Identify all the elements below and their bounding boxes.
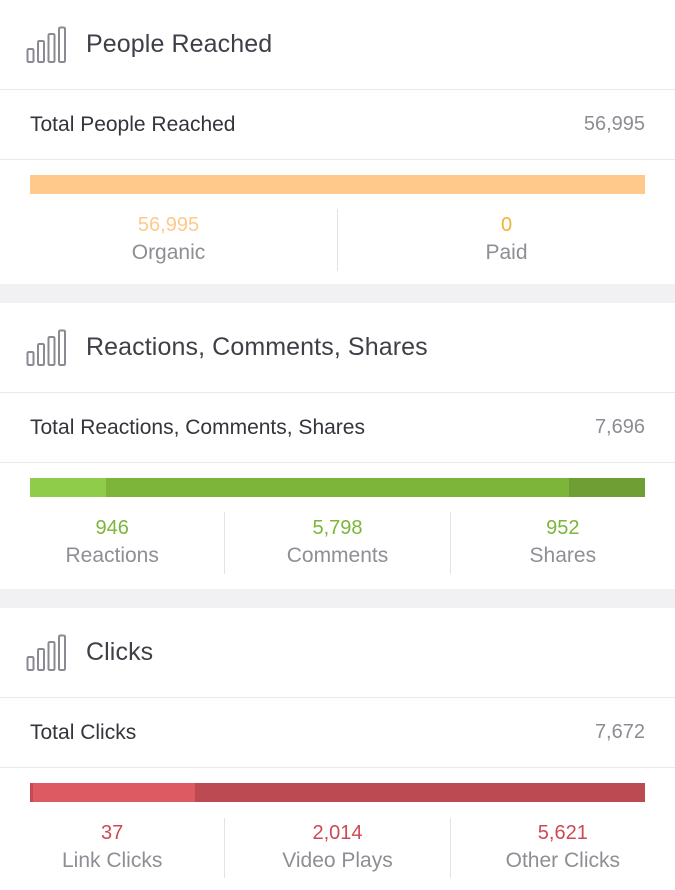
bar-segment-comments: [105, 478, 569, 497]
stat-value: 0: [500, 214, 513, 236]
stat-reactions: 946 Reactions: [0, 512, 226, 574]
section-header: Reactions, Comments, Shares: [0, 303, 675, 393]
stat-value: 952: [546, 517, 580, 539]
total-row[interactable]: Total Reactions, Comments, Shares 7,696: [0, 393, 675, 463]
section-header: People Reached: [0, 0, 675, 90]
stat-label: Other Clicks: [505, 849, 620, 872]
stat-comments: 5,798 Comments: [225, 512, 451, 574]
bar-chart-icon: [26, 329, 66, 366]
total-value: 7,672: [594, 721, 645, 743]
bar-segment-reactions: [30, 478, 106, 497]
stat-link-clicks: 37 Link Clicks: [0, 818, 226, 878]
bar-segment-link-clicks: [30, 783, 34, 802]
stat-value: 2,014: [312, 822, 363, 844]
total-label: Total People Reached: [30, 112, 236, 136]
bar-segment-other-clicks: [194, 783, 645, 802]
breakdown-bar: [30, 175, 645, 194]
stat-label: Video Plays: [282, 849, 393, 872]
section-title: People Reached: [86, 30, 273, 58]
total-value: 56,995: [583, 113, 645, 135]
stat-value: 5,621: [537, 822, 588, 844]
stat-organic: 56,995 Organic: [0, 209, 338, 271]
stat-label: Organic: [131, 241, 206, 264]
total-label: Total Reactions, Comments, Shares: [30, 415, 365, 439]
breakdown-bar: [30, 783, 645, 802]
bar-chart-icon: [26, 634, 66, 671]
stat-value: 5,798: [312, 517, 363, 539]
people-reached-section: People Reached Total People Reached 56,9…: [0, 0, 675, 284]
stat-label: Paid: [485, 241, 528, 264]
bar-chart-icon: [26, 26, 66, 63]
stat-label: Link Clicks: [61, 849, 163, 872]
engagement-section: Reactions, Comments, Shares Total Reacti…: [0, 303, 675, 589]
stat-video-plays: 2,014 Video Plays: [225, 818, 451, 878]
stat-value: 56,995: [137, 214, 200, 236]
section-title: Clicks: [86, 638, 154, 666]
bar-segment-video-plays: [33, 783, 195, 802]
total-value: 7,696: [594, 416, 645, 438]
total-row[interactable]: Total Clicks 7,672: [0, 698, 675, 768]
bar-segment-organic: [30, 175, 645, 194]
section-title: Reactions, Comments, Shares: [86, 333, 428, 361]
stat-label: Reactions: [65, 544, 159, 567]
stats-row: 946 Reactions 5,798 Comments 952 Shares: [0, 512, 675, 574]
stat-label: Comments: [286, 544, 389, 567]
stat-other-clicks: 5,621 Other Clicks: [451, 818, 675, 878]
stats-row: 56,995 Organic 0 Paid: [0, 209, 675, 271]
stats-row: 37 Link Clicks 2,014 Video Plays 5,621 O…: [0, 818, 675, 878]
stat-paid: 0 Paid: [338, 209, 675, 271]
section-header: Clicks: [0, 608, 675, 698]
breakdown-bar: [30, 478, 645, 497]
stat-value: 37: [101, 822, 124, 844]
stat-label: Shares: [529, 544, 597, 567]
stat-value: 946: [95, 517, 129, 539]
clicks-section: Clicks Total Clicks 7,672 37 Link Clicks…: [0, 608, 675, 890]
total-row[interactable]: Total People Reached 56,995: [0, 90, 675, 160]
bar-segment-shares: [568, 478, 645, 497]
total-label: Total Clicks: [30, 720, 137, 744]
stat-shares: 952 Shares: [451, 512, 675, 574]
